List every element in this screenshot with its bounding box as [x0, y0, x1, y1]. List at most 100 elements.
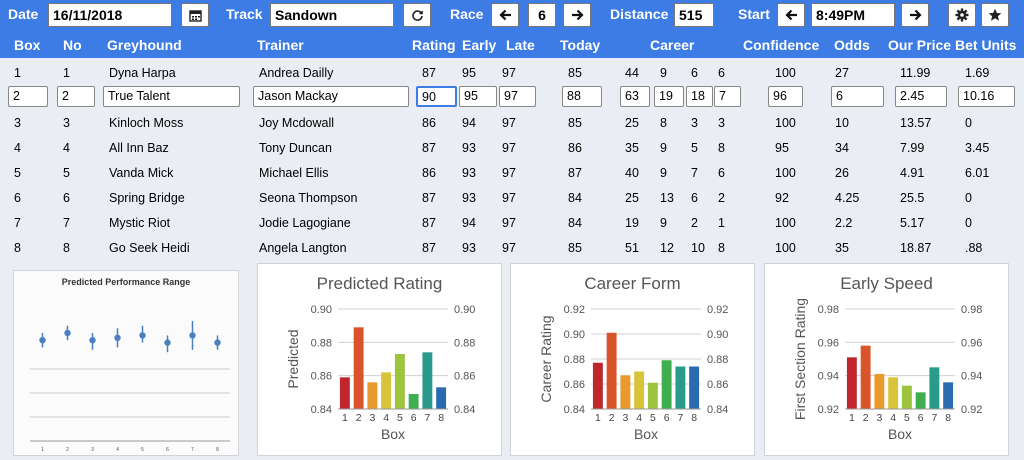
date-input[interactable]: 16/11/2018: [48, 3, 172, 27]
y-tick-label-right: 0.84: [454, 404, 475, 416]
cell-no: 4: [63, 141, 70, 155]
table-row[interactable]: 8 8 Go Seek Heidi Angela Langton 87 93 9…: [0, 235, 1024, 260]
x-tick-label: 2: [609, 412, 615, 424]
table-row[interactable]: 7 7 Mystic Riot Jodie Lagogiane 87 94 97…: [0, 210, 1024, 235]
bar: [408, 394, 419, 409]
bar: [339, 377, 350, 409]
track-input[interactable]: Sandown: [270, 3, 394, 27]
race-input[interactable]: 6: [528, 3, 556, 27]
today-input[interactable]: 88: [562, 86, 602, 107]
bar: [606, 332, 617, 409]
header-career[interactable]: Career: [650, 37, 695, 53]
predicted-rating-title: Predicted Rating: [316, 274, 443, 293]
x-axis-title: Box: [634, 426, 658, 442]
cell-career-wins: 12: [660, 241, 674, 255]
x-tick-label: 2: [66, 447, 69, 453]
price-input[interactable]: 2.45: [895, 86, 947, 107]
distance-input[interactable]: 515: [674, 3, 714, 27]
cell-odds: 4.25: [835, 191, 860, 205]
cell-career-wins: 9: [660, 216, 667, 230]
favorite-button[interactable]: [981, 3, 1009, 27]
cell-career-wins: 13: [660, 191, 674, 205]
table-row[interactable]: 6 6 Spring Bridge Seona Thompson 87 93 9…: [0, 185, 1024, 210]
header-our-price[interactable]: Our Price: [888, 37, 952, 53]
greyhound-input[interactable]: True Talent: [103, 86, 240, 107]
cell-odds: 26: [835, 166, 849, 180]
predicted-rating-panel: Predicted Rating 0.90 0.90 0.88 0.88 0.86 0.8…: [257, 263, 502, 456]
table-row-selected[interactable]: 2 2 True Talent Jason Mackay 90 95 97 88…: [0, 85, 1024, 110]
x-tick-label: 1: [342, 412, 348, 424]
cell-today: 85: [568, 66, 582, 80]
cell-career-starts: 25: [625, 191, 639, 205]
confidence-input[interactable]: 96: [768, 86, 803, 107]
refresh-button[interactable]: [403, 3, 431, 27]
cell-confidence: 100: [775, 166, 796, 180]
units-input[interactable]: 10.16: [958, 86, 1015, 107]
header-rating[interactable]: Rating: [412, 37, 456, 53]
race-table: 1 1 Dyna Harpa Andrea Dailly 87 95 97 85…: [0, 58, 1024, 258]
header-greyhound[interactable]: Greyhound: [107, 37, 182, 53]
career-wins-input[interactable]: 19: [654, 86, 684, 107]
bar: [367, 382, 378, 409]
x-tick-label: 3: [876, 412, 882, 424]
cell-late: 97: [502, 241, 516, 255]
career-thirds-input[interactable]: 7: [714, 86, 741, 107]
cell-rating: 87: [422, 241, 436, 255]
cell-box: 5: [14, 166, 21, 180]
header-confidence[interactable]: Confidence: [743, 37, 820, 53]
box-input[interactable]: 2: [8, 86, 48, 107]
y-axis-title: Career Rating: [538, 315, 554, 402]
late-input[interactable]: 97: [499, 86, 536, 107]
bar: [915, 392, 926, 409]
career-starts-input[interactable]: 63: [620, 86, 650, 107]
bar: [620, 375, 631, 409]
cell-career-thirds: 2: [718, 191, 725, 205]
early-speed-title: Early Speed: [840, 274, 933, 293]
cell-box: 7: [14, 216, 21, 230]
predicted-rating-chart: 0.90 0.90 0.88 0.88 0.86 0.86 0.84 0.84 1 2 3 4 5 6 7 8…: [285, 304, 475, 442]
cell-price: 18.87: [900, 241, 932, 255]
early-input[interactable]: 95: [459, 86, 497, 107]
cell-career-seconds: 6: [691, 191, 698, 205]
cell-today: 84: [568, 191, 582, 205]
table-header: Box No Greyhound Trainer Rating Early La…: [0, 30, 1024, 58]
y-tick-label-right: 0.90: [707, 329, 728, 341]
header-late[interactable]: Late: [506, 37, 535, 53]
career-seconds-input[interactable]: 18: [686, 86, 713, 107]
bar: [689, 366, 700, 409]
cell-no: 1: [63, 66, 70, 80]
table-row[interactable]: 4 4 All Inn Baz Tony Duncan 87 93 97 86 …: [0, 135, 1024, 160]
header-early[interactable]: Early: [462, 37, 497, 53]
header-box[interactable]: Box: [14, 37, 41, 53]
settings-button[interactable]: [948, 3, 976, 27]
start-input[interactable]: 8:49PM: [811, 3, 895, 27]
x-tick-label: 5: [397, 412, 403, 424]
race-prev-button[interactable]: [491, 3, 519, 27]
calendar-button[interactable]: [181, 3, 209, 27]
trainer-input[interactable]: Jason Mackay: [253, 86, 409, 107]
table-row[interactable]: 3 3 Kinloch Moss Joy Mcdowall 86 94 97 8…: [0, 110, 1024, 135]
start-next-button[interactable]: [901, 3, 929, 27]
cell-early: 93: [462, 166, 476, 180]
bar: [860, 345, 871, 409]
start-prev-button[interactable]: [777, 3, 805, 27]
cell-career-thirds: 3: [718, 116, 725, 130]
table-row[interactable]: 5 5 Vanda Mick Michael Ellis 86 93 97 87…: [0, 160, 1024, 185]
cell-box: 1: [14, 66, 21, 80]
no-input[interactable]: 2: [57, 86, 95, 107]
race-next-button[interactable]: [563, 3, 591, 27]
cell-odds: 10: [835, 116, 849, 130]
cell-career-starts: 40: [625, 166, 639, 180]
odds-input[interactable]: 6: [831, 86, 884, 107]
rating-input[interactable]: 90: [416, 86, 457, 107]
cell-career-starts: 44: [625, 66, 639, 80]
header-today[interactable]: Today: [560, 37, 601, 53]
header-no[interactable]: No: [63, 37, 82, 53]
header-trainer[interactable]: Trainer: [257, 37, 304, 53]
header-odds[interactable]: Odds: [834, 37, 870, 53]
table-row[interactable]: 1 1 Dyna Harpa Andrea Dailly 87 95 97 85…: [0, 60, 1024, 85]
header-bet-units[interactable]: Bet Units: [955, 37, 1017, 53]
y-tick-label: 0.88: [564, 354, 585, 366]
x-axis-title: Box: [888, 426, 912, 442]
